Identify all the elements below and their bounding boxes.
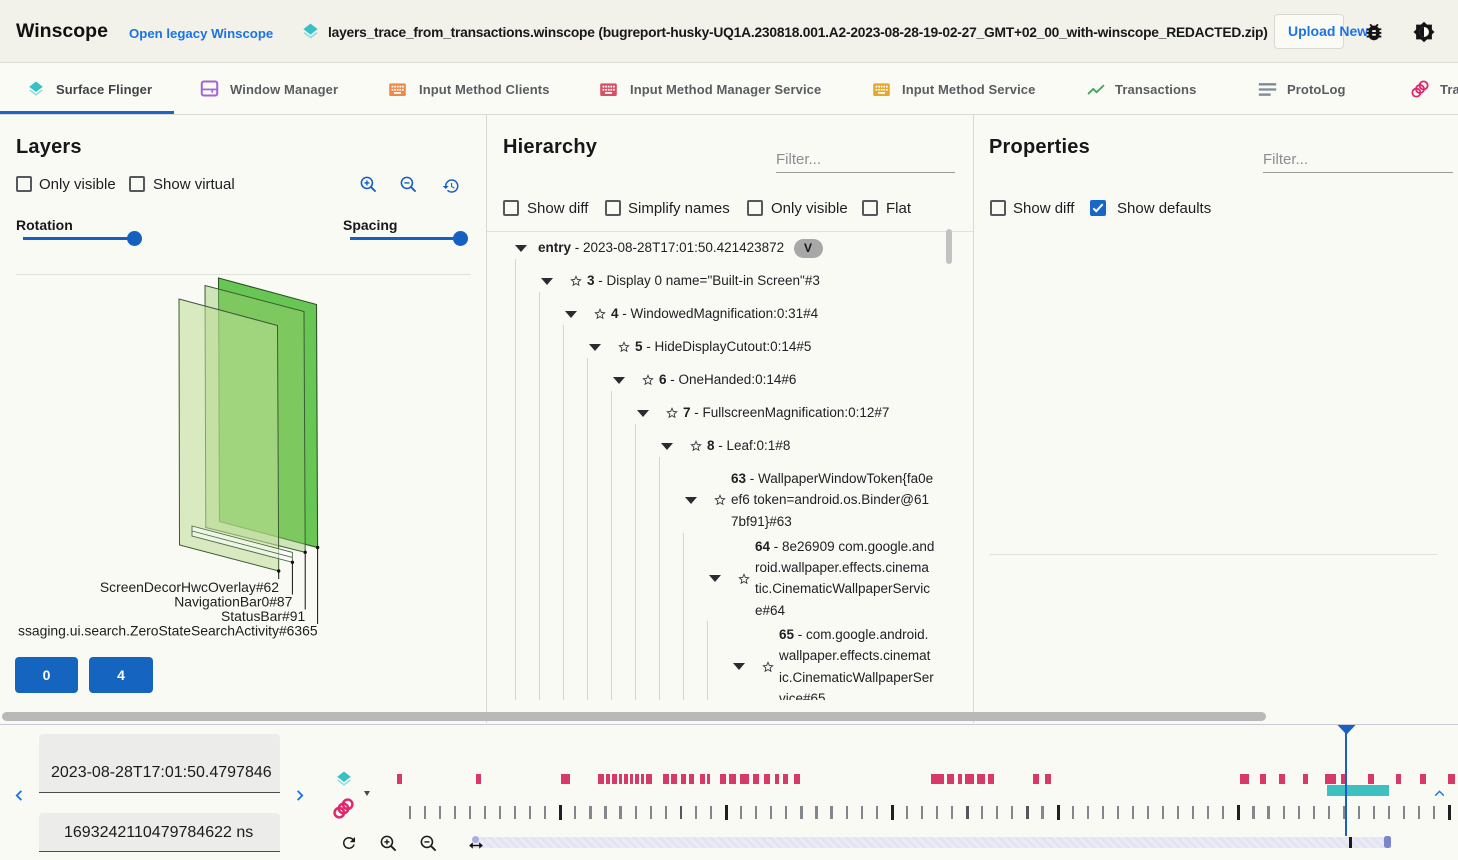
svg-text:StatusBar#91: StatusBar#91 bbox=[221, 608, 305, 624]
svg-text:ScreenDecorHwcOverlay#62: ScreenDecorHwcOverlay#62 bbox=[100, 579, 279, 595]
svg-text:ssaging.ui.search.ZeroStateSea: ssaging.ui.search.ZeroStateSearchActivit… bbox=[18, 623, 318, 639]
svg-text:NavigationBar0#87: NavigationBar0#87 bbox=[174, 594, 292, 610]
